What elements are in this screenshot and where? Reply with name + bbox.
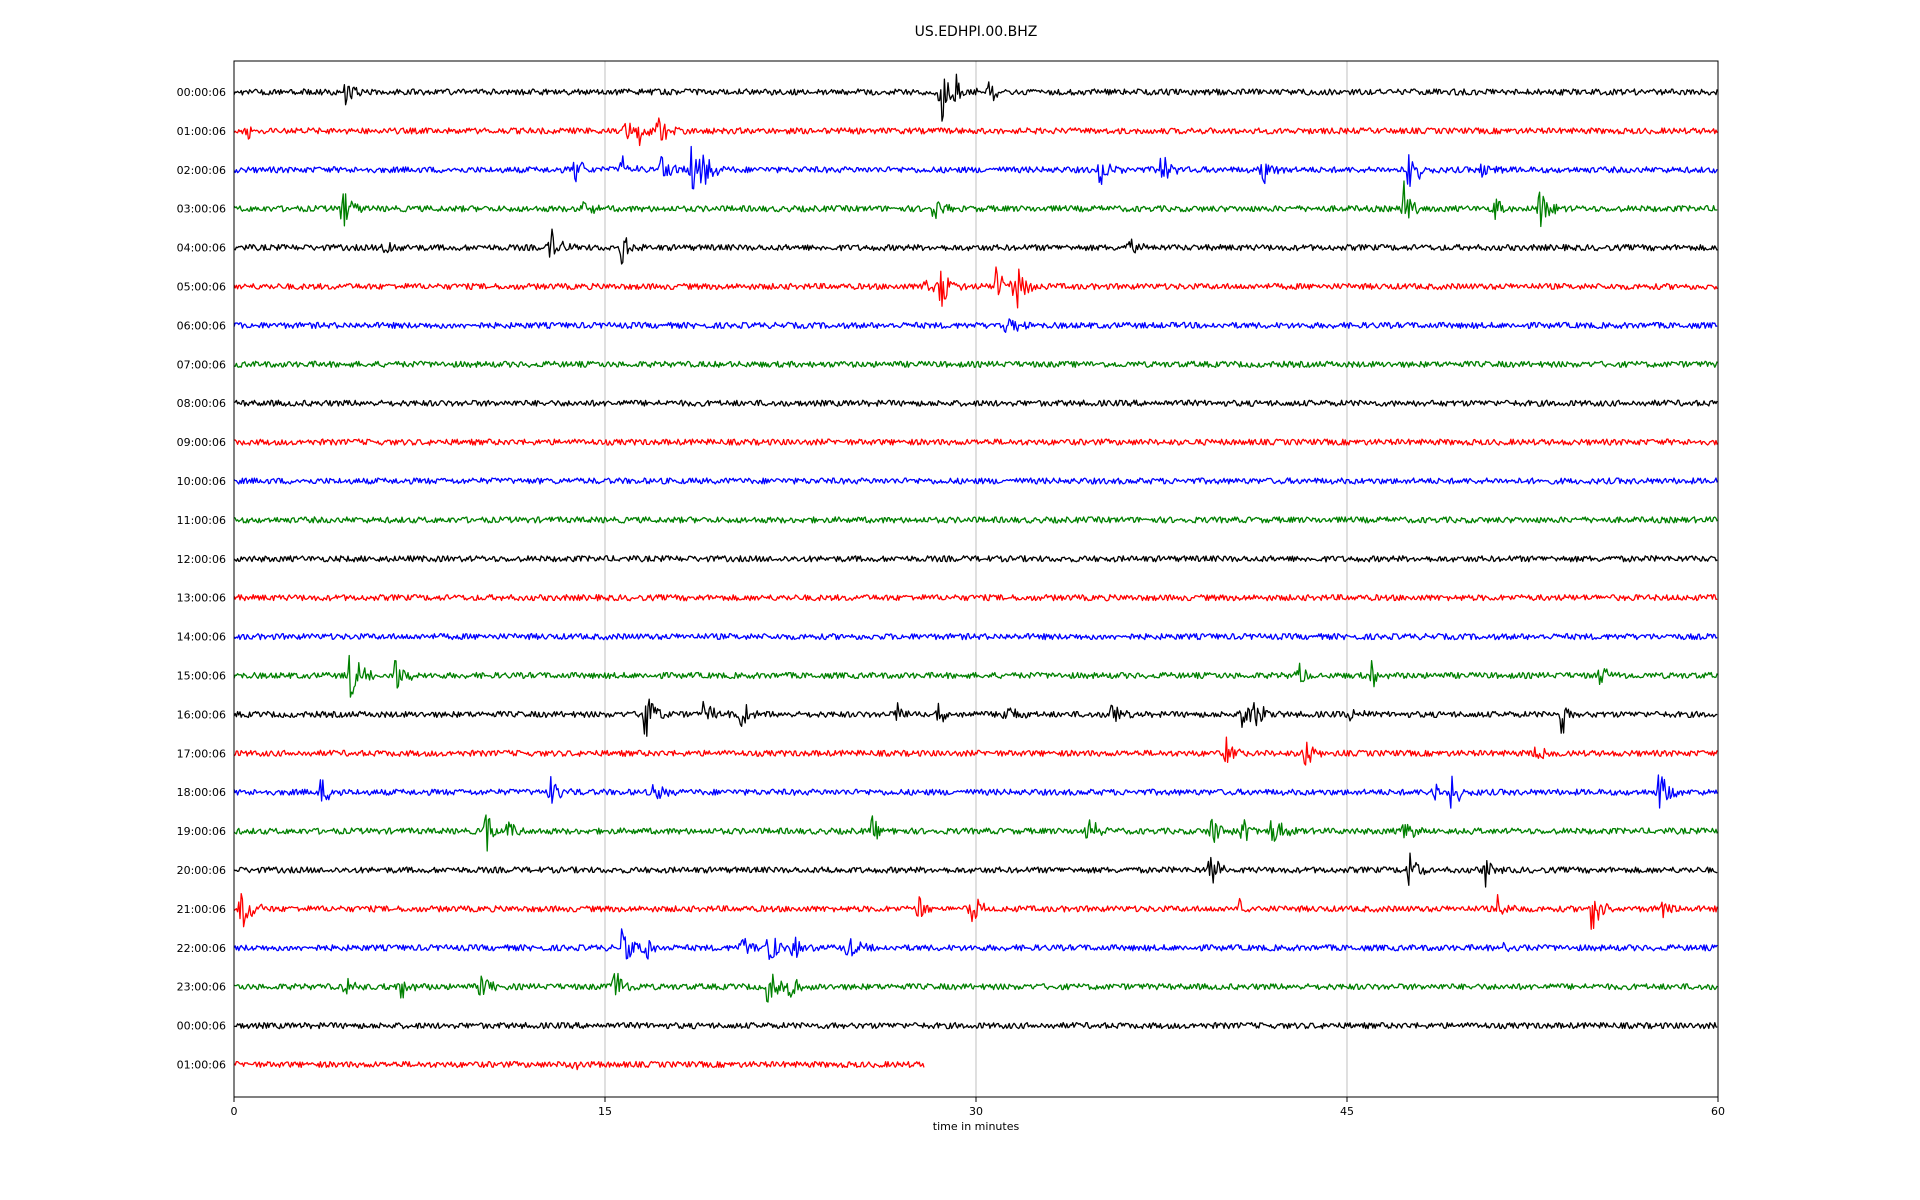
row-label-1: 01:00:06 [177, 125, 226, 138]
seismogram-traces [233, 73, 1718, 1071]
trace-row-17 [233, 736, 1718, 766]
x-tick-label-60: 60 [1711, 1105, 1725, 1118]
x-axis-ticks: 0 15 30 45 60 [231, 1097, 1725, 1118]
chart-title: US.EDHPI.00.BHZ [915, 24, 1038, 40]
row-label-9: 09:00:06 [177, 436, 226, 449]
row-label-24: 00:00:06 [177, 1020, 226, 1033]
x-tick-label-30: 30 [969, 1105, 983, 1118]
row-time-labels: 00:00:06 01:00:06 02:00:06 03:00:06 04:00:06… [177, 86, 226, 1072]
row-label-25: 01:00:06 [177, 1059, 226, 1072]
row-label-5: 05:00:06 [177, 281, 226, 294]
row-label-10: 10:00:06 [177, 475, 226, 488]
trace-row-22 [233, 928, 1718, 960]
row-label-3: 03:00:06 [177, 203, 226, 216]
trace-row-24 [233, 1021, 1718, 1030]
trace-row-2 [233, 145, 1718, 190]
row-label-19: 19:00:06 [177, 825, 226, 838]
trace-row-5 [233, 266, 1718, 309]
row-label-22: 22:00:06 [177, 942, 226, 955]
trace-row-25 [233, 1060, 925, 1071]
trace-row-4 [233, 228, 1718, 265]
trace-row-0 [233, 73, 1718, 122]
trace-row-20 [233, 852, 1718, 888]
row-label-11: 11:00:06 [177, 514, 226, 527]
row-label-16: 16:00:06 [177, 708, 226, 721]
trace-row-9 [233, 438, 1718, 446]
row-label-15: 15:00:06 [177, 670, 226, 683]
row-label-18: 18:00:06 [177, 786, 226, 799]
trace-row-12 [233, 555, 1718, 563]
row-label-13: 13:00:06 [177, 592, 226, 605]
row-label-14: 14:00:06 [177, 631, 226, 644]
trace-row-3 [233, 180, 1718, 228]
trace-row-14 [233, 632, 1718, 641]
row-label-21: 21:00:06 [177, 903, 226, 916]
row-label-23: 23:00:06 [177, 981, 226, 994]
x-tick-label-15: 15 [598, 1105, 612, 1118]
trace-row-23 [233, 972, 1718, 1003]
row-label-12: 12:00:06 [177, 553, 226, 566]
trace-row-13 [233, 594, 1718, 602]
vertical-gridlines [604, 61, 1348, 1097]
trace-row-7 [233, 360, 1718, 368]
trace-row-16 [233, 698, 1718, 737]
row-label-6: 06:00:06 [177, 319, 226, 332]
trace-row-1 [233, 117, 1718, 147]
row-label-4: 04:00:06 [177, 242, 226, 255]
trace-row-10 [233, 477, 1718, 485]
row-label-2: 02:00:06 [177, 164, 226, 177]
row-label-17: 17:00:06 [177, 747, 226, 760]
row-label-0: 00:00:06 [177, 86, 226, 99]
trace-row-6 [233, 318, 1718, 333]
trace-row-21 [233, 893, 1718, 930]
row-label-8: 08:00:06 [177, 397, 226, 410]
trace-row-11 [233, 516, 1718, 524]
x-tick-label-0: 0 [231, 1105, 238, 1118]
trace-row-15 [233, 654, 1718, 698]
x-axis-label: time in minutes [933, 1120, 1020, 1133]
row-label-7: 07:00:06 [177, 358, 226, 371]
trace-row-19 [233, 814, 1718, 852]
trace-row-18 [233, 774, 1718, 809]
row-label-20: 20:00:06 [177, 864, 226, 877]
trace-row-8 [233, 399, 1718, 407]
x-tick-label-45: 45 [1340, 1105, 1354, 1118]
